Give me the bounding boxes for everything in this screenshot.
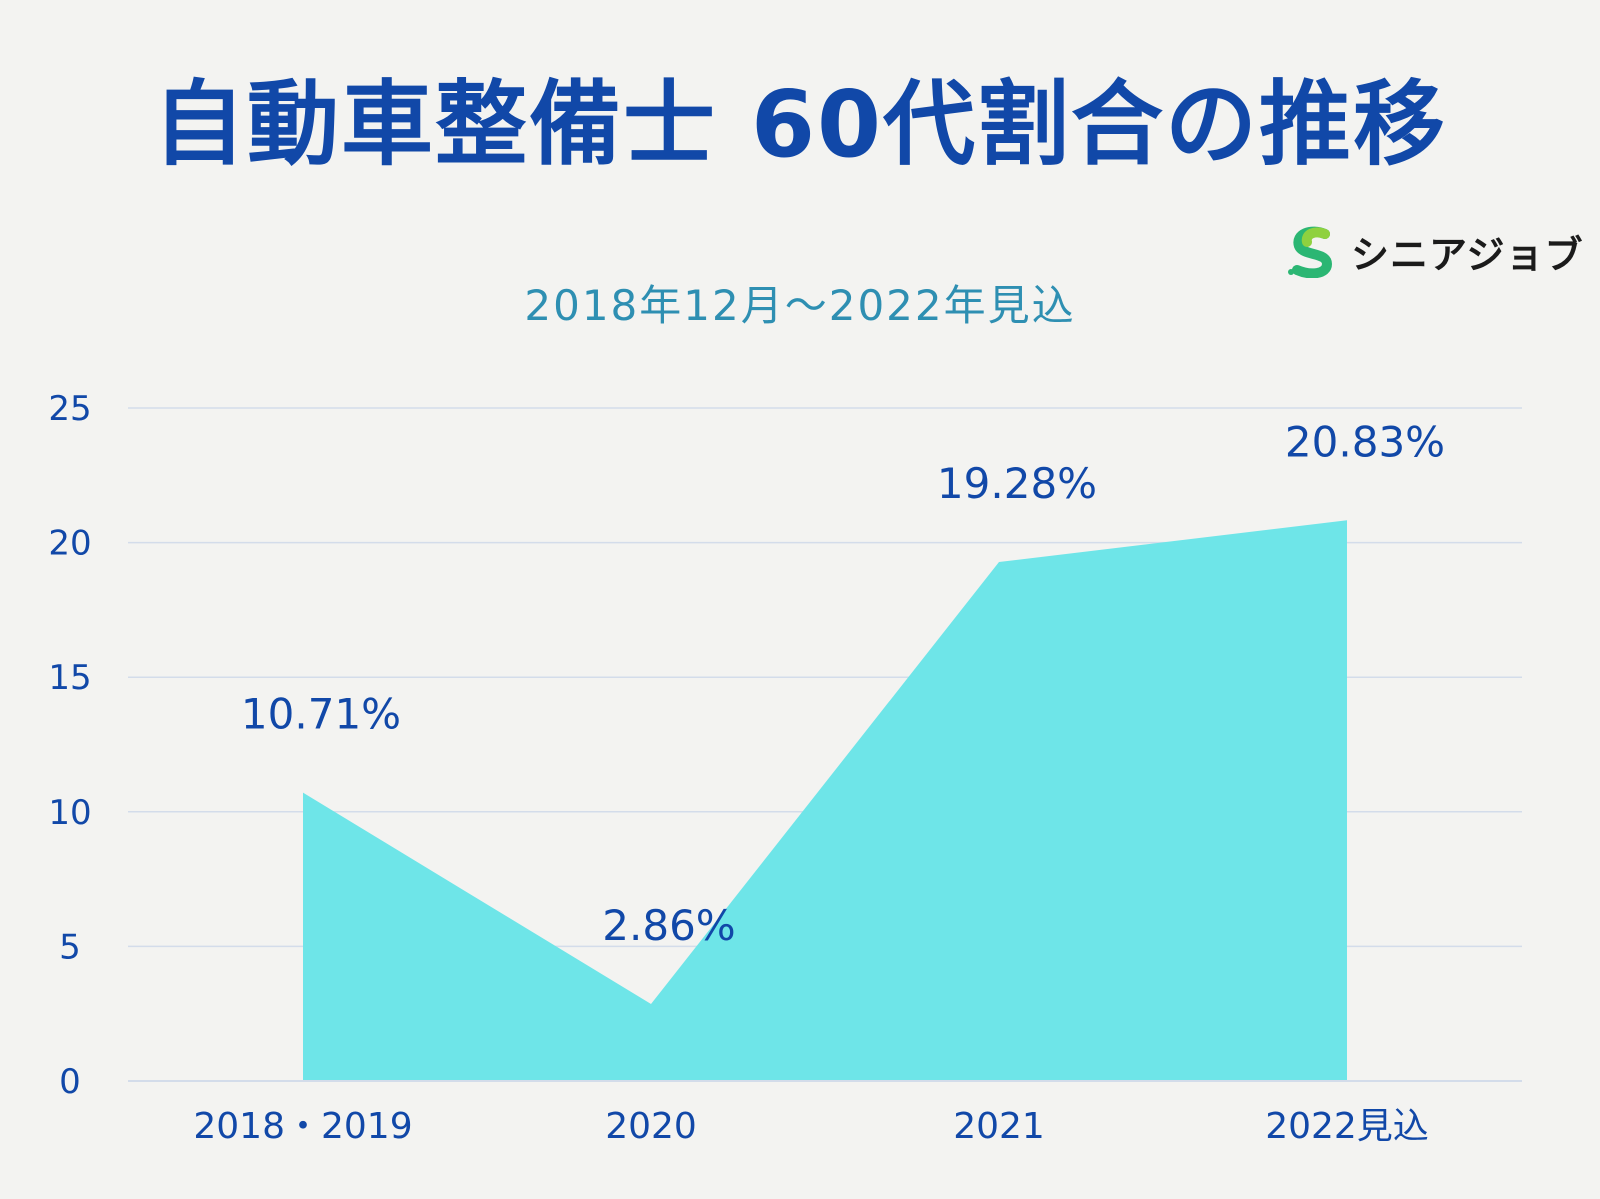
- y-tick-label: 0: [59, 1062, 81, 1102]
- s-logo-icon: [1288, 226, 1333, 278]
- y-tick-label: 10: [48, 793, 91, 833]
- data-label: 2.86%: [602, 901, 735, 950]
- x-tick-label: 2022見込: [1265, 1106, 1429, 1147]
- data-label: 20.83%: [1285, 417, 1445, 466]
- area-series: [303, 520, 1347, 1081]
- x-tick-label: 2021: [953, 1106, 1045, 1147]
- x-tick-label: 2020: [605, 1106, 697, 1147]
- brand-logo: シニアジョブ: [1285, 224, 1583, 279]
- y-tick-label: 25: [48, 389, 91, 429]
- y-tick-label: 15: [48, 658, 91, 698]
- chart-subtitle: 2018年12月～2022年見込: [524, 281, 1076, 330]
- y-tick-label: 20: [48, 524, 91, 564]
- logo-text: シニアジョブ: [1351, 233, 1584, 277]
- data-label: 10.71%: [241, 690, 401, 739]
- data-label: 19.28%: [937, 459, 1097, 508]
- x-tick-label: 2018・2019: [193, 1106, 412, 1147]
- chart-title: 自動車整備士 60代割合の推移: [152, 71, 1448, 178]
- y-tick-label: 5: [59, 927, 81, 967]
